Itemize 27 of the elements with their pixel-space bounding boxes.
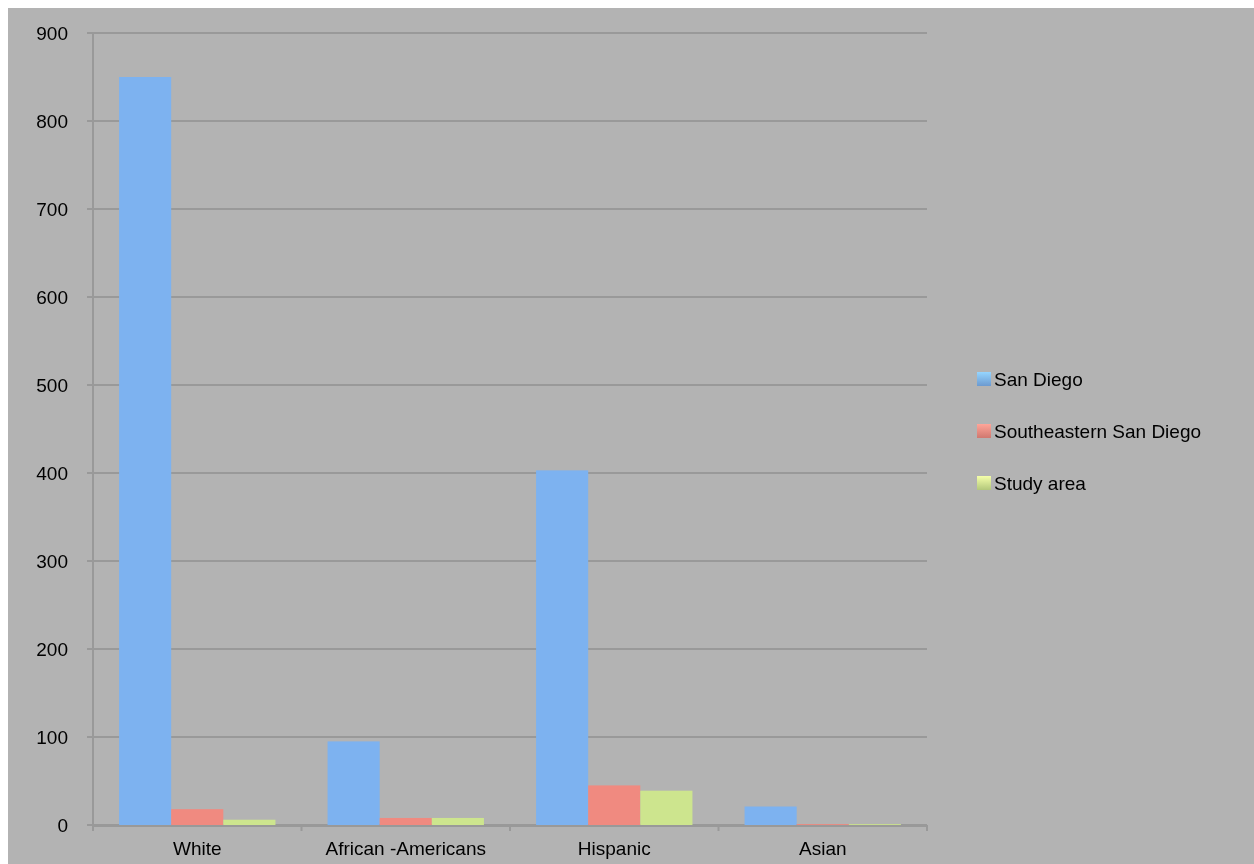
y-tick-label: 200 xyxy=(36,638,68,660)
x-tick-label: African -Americans xyxy=(325,838,486,859)
y-tick-label: 100 xyxy=(36,726,68,748)
y-tick-label: 700 xyxy=(36,198,68,220)
y-tick-label: 300 xyxy=(36,550,68,572)
bar xyxy=(640,790,693,825)
y-tick-label: 900 xyxy=(36,22,68,44)
bar xyxy=(536,470,589,825)
bar xyxy=(431,817,484,825)
x-tick-label: White xyxy=(172,838,222,859)
bar xyxy=(744,806,797,825)
legend-label: San Diego xyxy=(994,368,1083,390)
bar xyxy=(379,817,432,825)
y-tick-label: 400 xyxy=(36,462,68,484)
bar xyxy=(171,809,224,825)
bar xyxy=(223,819,276,825)
x-tick-label: Hispanic xyxy=(577,838,651,859)
bar xyxy=(119,77,172,825)
y-tick-label: 500 xyxy=(36,374,68,396)
bar xyxy=(327,741,380,825)
legend-label: Study area xyxy=(994,472,1087,494)
x-tick-label: Asian xyxy=(798,838,847,859)
bar xyxy=(588,785,641,825)
y-tick-label: 800 xyxy=(36,110,68,132)
y-tick-label: 0 xyxy=(57,814,68,836)
legend-label: Southeastern San Diego xyxy=(994,420,1202,442)
y-tick-label: 600 xyxy=(36,286,68,308)
